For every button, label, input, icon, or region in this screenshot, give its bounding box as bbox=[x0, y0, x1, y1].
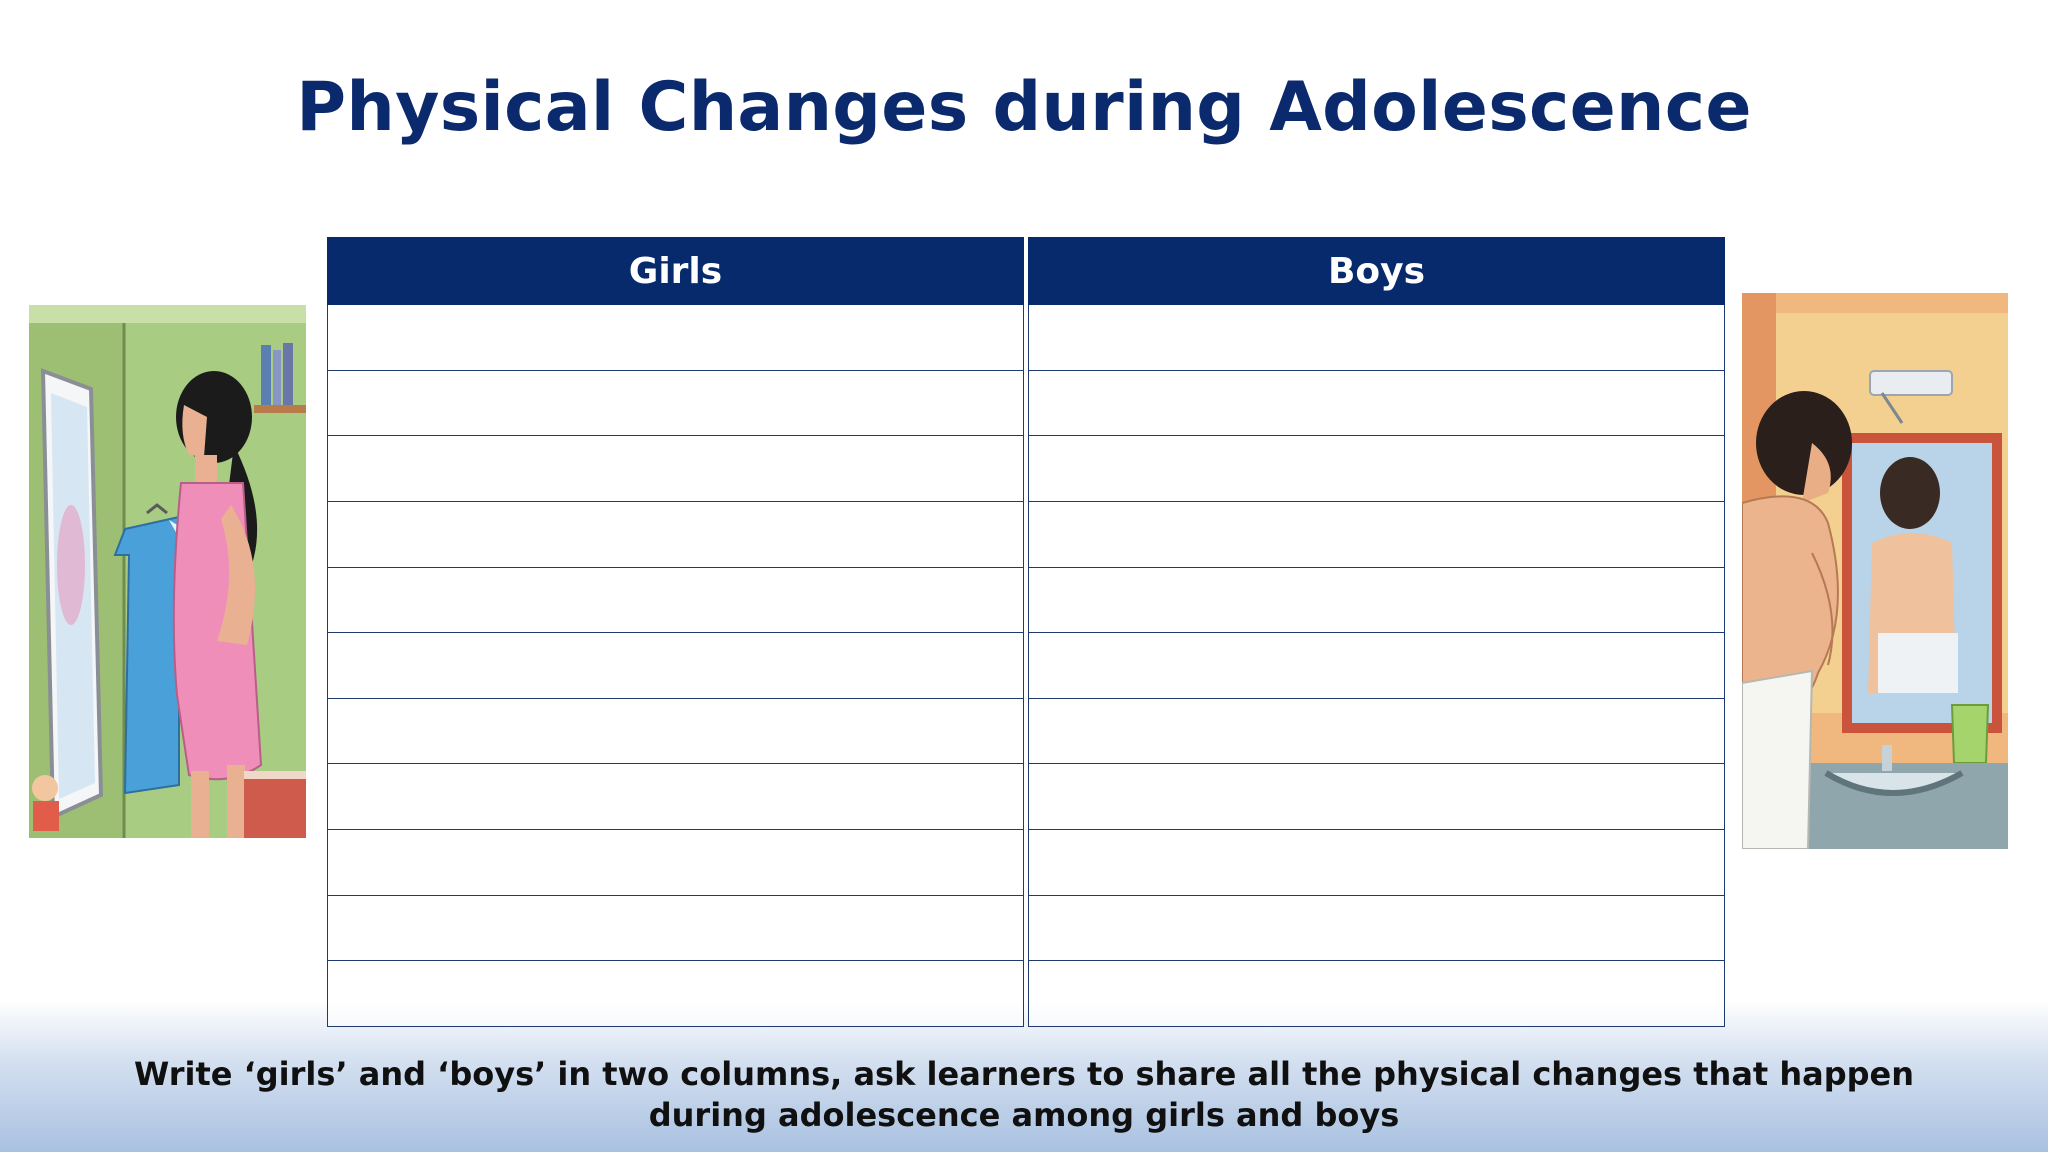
table-row bbox=[327, 436, 1725, 502]
table-row bbox=[327, 830, 1725, 896]
table-row bbox=[327, 370, 1725, 437]
girls-cell bbox=[327, 961, 1024, 1027]
boys-cell bbox=[1028, 567, 1725, 634]
boys-cell bbox=[1028, 370, 1725, 437]
table-row bbox=[327, 764, 1725, 830]
boys-cell bbox=[1028, 764, 1725, 830]
table-row bbox=[327, 305, 1725, 371]
table-row bbox=[327, 567, 1725, 634]
boys-cell bbox=[1028, 698, 1725, 765]
boys-cell bbox=[1028, 895, 1725, 962]
table-header-row: Girls Boys bbox=[327, 237, 1725, 305]
boy-at-mirror-illustration bbox=[1742, 293, 2008, 849]
table-row bbox=[327, 633, 1725, 699]
girls-cell bbox=[327, 830, 1024, 896]
slide-title: Physical Changes during Adolescence bbox=[296, 68, 1752, 147]
boy-illustration-svg bbox=[1742, 293, 2008, 849]
girls-column-header: Girls bbox=[327, 237, 1024, 305]
boys-cell bbox=[1028, 436, 1725, 502]
girls-cell bbox=[327, 436, 1024, 502]
girls-cell bbox=[327, 698, 1024, 765]
boys-cell bbox=[1028, 633, 1725, 699]
table-row bbox=[327, 501, 1725, 568]
girls-cell bbox=[327, 764, 1024, 830]
girls-cell bbox=[327, 305, 1024, 371]
boys-column-header: Boys bbox=[1028, 237, 1725, 305]
girls-cell bbox=[327, 501, 1024, 568]
girl-illustration-svg bbox=[29, 305, 306, 838]
table-row bbox=[327, 895, 1725, 962]
boys-cell bbox=[1028, 961, 1725, 1027]
table-row bbox=[327, 698, 1725, 765]
boys-cell bbox=[1028, 501, 1725, 568]
instruction-text: Write ‘girls’ and ‘boys’ in two columns,… bbox=[133, 1055, 1915, 1134]
physical-changes-table: Girls Boys bbox=[323, 237, 1729, 1027]
girls-cell bbox=[327, 895, 1024, 962]
boys-cell bbox=[1028, 305, 1725, 371]
girl-at-mirror-illustration bbox=[29, 305, 306, 838]
table-row bbox=[327, 961, 1725, 1027]
girls-cell bbox=[327, 370, 1024, 437]
girls-cell bbox=[327, 567, 1024, 634]
girls-cell bbox=[327, 633, 1024, 699]
boys-cell bbox=[1028, 830, 1725, 896]
